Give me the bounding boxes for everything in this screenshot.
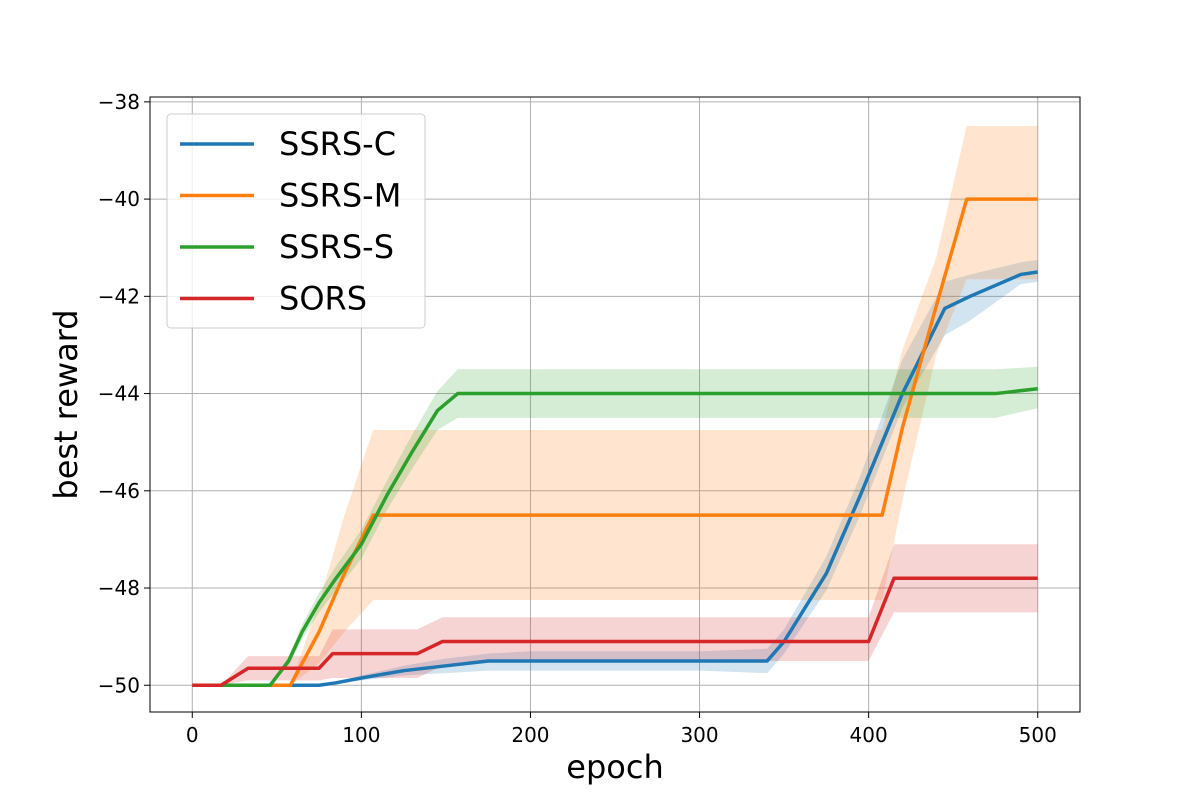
x-axis-label: epoch	[566, 748, 663, 786]
band-ssrs-s	[192, 366, 1038, 686]
x-tick-label: 100	[342, 723, 380, 747]
x-tick-label: 0	[186, 723, 199, 747]
legend-label-ssrs-m: SSRS-M	[279, 177, 401, 215]
x-tick-label: 400	[850, 723, 888, 747]
series-line-sors	[192, 576, 1038, 688]
series-lines	[192, 197, 1038, 688]
legend-label-sors: SORS	[279, 280, 367, 318]
x-tick-label: 500	[1019, 723, 1057, 747]
y-tick-label: −44	[98, 382, 140, 406]
y-tick-label: −48	[98, 576, 140, 600]
ticks: 0 100 200 300 400 500 −50 −48 −46 −44 −42 −40 −38	[98, 90, 1057, 747]
series-line-ssrs-m	[192, 197, 1038, 688]
legend-label-ssrs-s: SSRS-S	[279, 228, 394, 266]
series-line-ssrs-c	[192, 270, 1038, 688]
y-tick-label: −50	[98, 673, 140, 697]
plot-frame	[149, 96, 1081, 713]
x-tick-label: 300	[680, 723, 718, 747]
series-line-ssrs-s	[192, 386, 1038, 688]
band-sors	[192, 544, 1038, 686]
y-tick-label: −40	[98, 187, 140, 211]
x-tick-label: 200	[511, 723, 549, 747]
y-tick-label: −38	[98, 90, 140, 114]
band-ssrs-m	[192, 126, 1038, 686]
legend: SSRS-C SSRS-M SSRS-S SORS	[166, 113, 426, 329]
legend-label-ssrs-c: SSRS-C	[279, 125, 396, 163]
y-tick-label: −46	[98, 479, 140, 503]
y-axis-label: best reward	[47, 309, 85, 499]
band-ssrs-c	[192, 259, 1038, 686]
y-tick-label: −42	[98, 284, 140, 308]
legend-box	[166, 113, 426, 329]
confidence-bands	[192, 126, 1038, 686]
